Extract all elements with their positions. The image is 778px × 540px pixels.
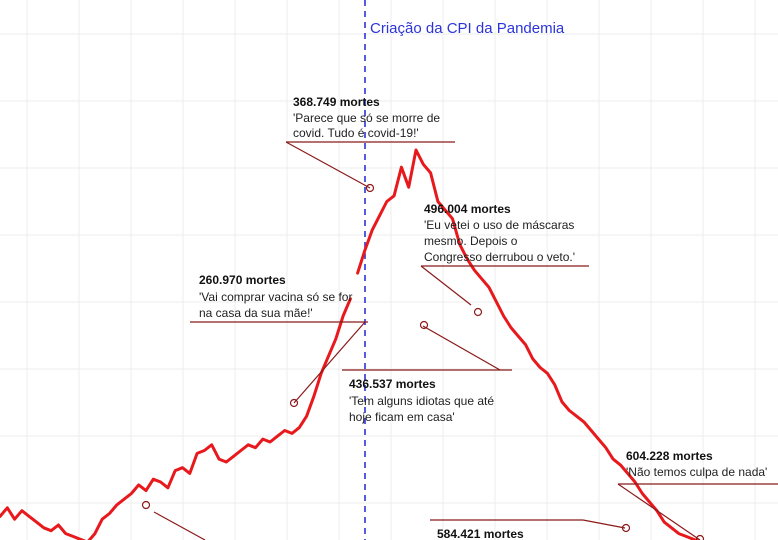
annotation-quote-line: 'Não temos culpa de nada' (626, 465, 767, 479)
marker-circle (365, 183, 375, 193)
leader-line (285, 141, 371, 189)
annotation-title: 584.421 mortes (437, 527, 524, 540)
annotation-584421: 584.421 mortes (437, 527, 524, 540)
annotation-496004: 496.004 mortes 'Eu vetei o uso de máscar… (424, 202, 575, 264)
annotation-quote-line: 'Vai comprar vacina só se for (199, 290, 352, 304)
marker-circle (695, 534, 705, 540)
annotation-quote-line: Congresso derrubou o veto.' (424, 250, 575, 264)
event-line-label: Criação da CPI da Pandemia (370, 20, 565, 37)
annotation-604228: 604.228 mortes 'Não temos culpa de nada' (626, 449, 767, 479)
annotation-title: 436.537 mortes (349, 377, 436, 391)
series-line (0, 148, 700, 540)
annotation-title: 604.228 mortes (626, 449, 713, 463)
annotation-quote-line: na casa da sua mãe!' (199, 306, 313, 320)
annotation-368749: 368.749 mortes 'Parece que só se morre d… (293, 95, 440, 140)
leader-line (582, 519, 626, 529)
leader-lines (153, 141, 701, 540)
leader-line (153, 511, 206, 540)
marker-circle (289, 398, 299, 408)
annotation-quote-line: covid. Tudo é covid-19!' (293, 126, 419, 140)
annotation-underlines (190, 141, 778, 521)
marker-circle (621, 523, 631, 533)
annotation-title: 496.004 mortes (424, 202, 511, 216)
annotation-title: 260.970 mortes (199, 273, 286, 287)
annotation-quote-line: 'Tem alguns idiotas que até (349, 394, 494, 408)
marker-circles (141, 183, 705, 540)
marker-circle (419, 320, 429, 330)
leader-line (617, 483, 701, 540)
marker-circle (141, 500, 151, 510)
annotation-quote-line: 'Eu vetei o uso de máscaras (424, 218, 574, 232)
annotation-436537: 436.537 mortes 'Tem alguns idiotas que a… (349, 377, 494, 424)
series-line-group (0, 148, 700, 540)
annotation-title: 368.749 mortes (293, 95, 380, 109)
leader-line (420, 265, 472, 306)
annotation-quote-line: mesmo. Depois o (424, 234, 518, 248)
marker-circle (473, 307, 483, 317)
annotation-quote-line: hoje ficam em casa' (349, 410, 455, 424)
annotation-quote-line: 'Parece que só se morre de (293, 111, 440, 125)
annotation-260970: 260.970 mortes 'Vai comprar vacina só se… (199, 273, 352, 320)
leader-line (422, 325, 501, 371)
leader-line (293, 321, 366, 404)
